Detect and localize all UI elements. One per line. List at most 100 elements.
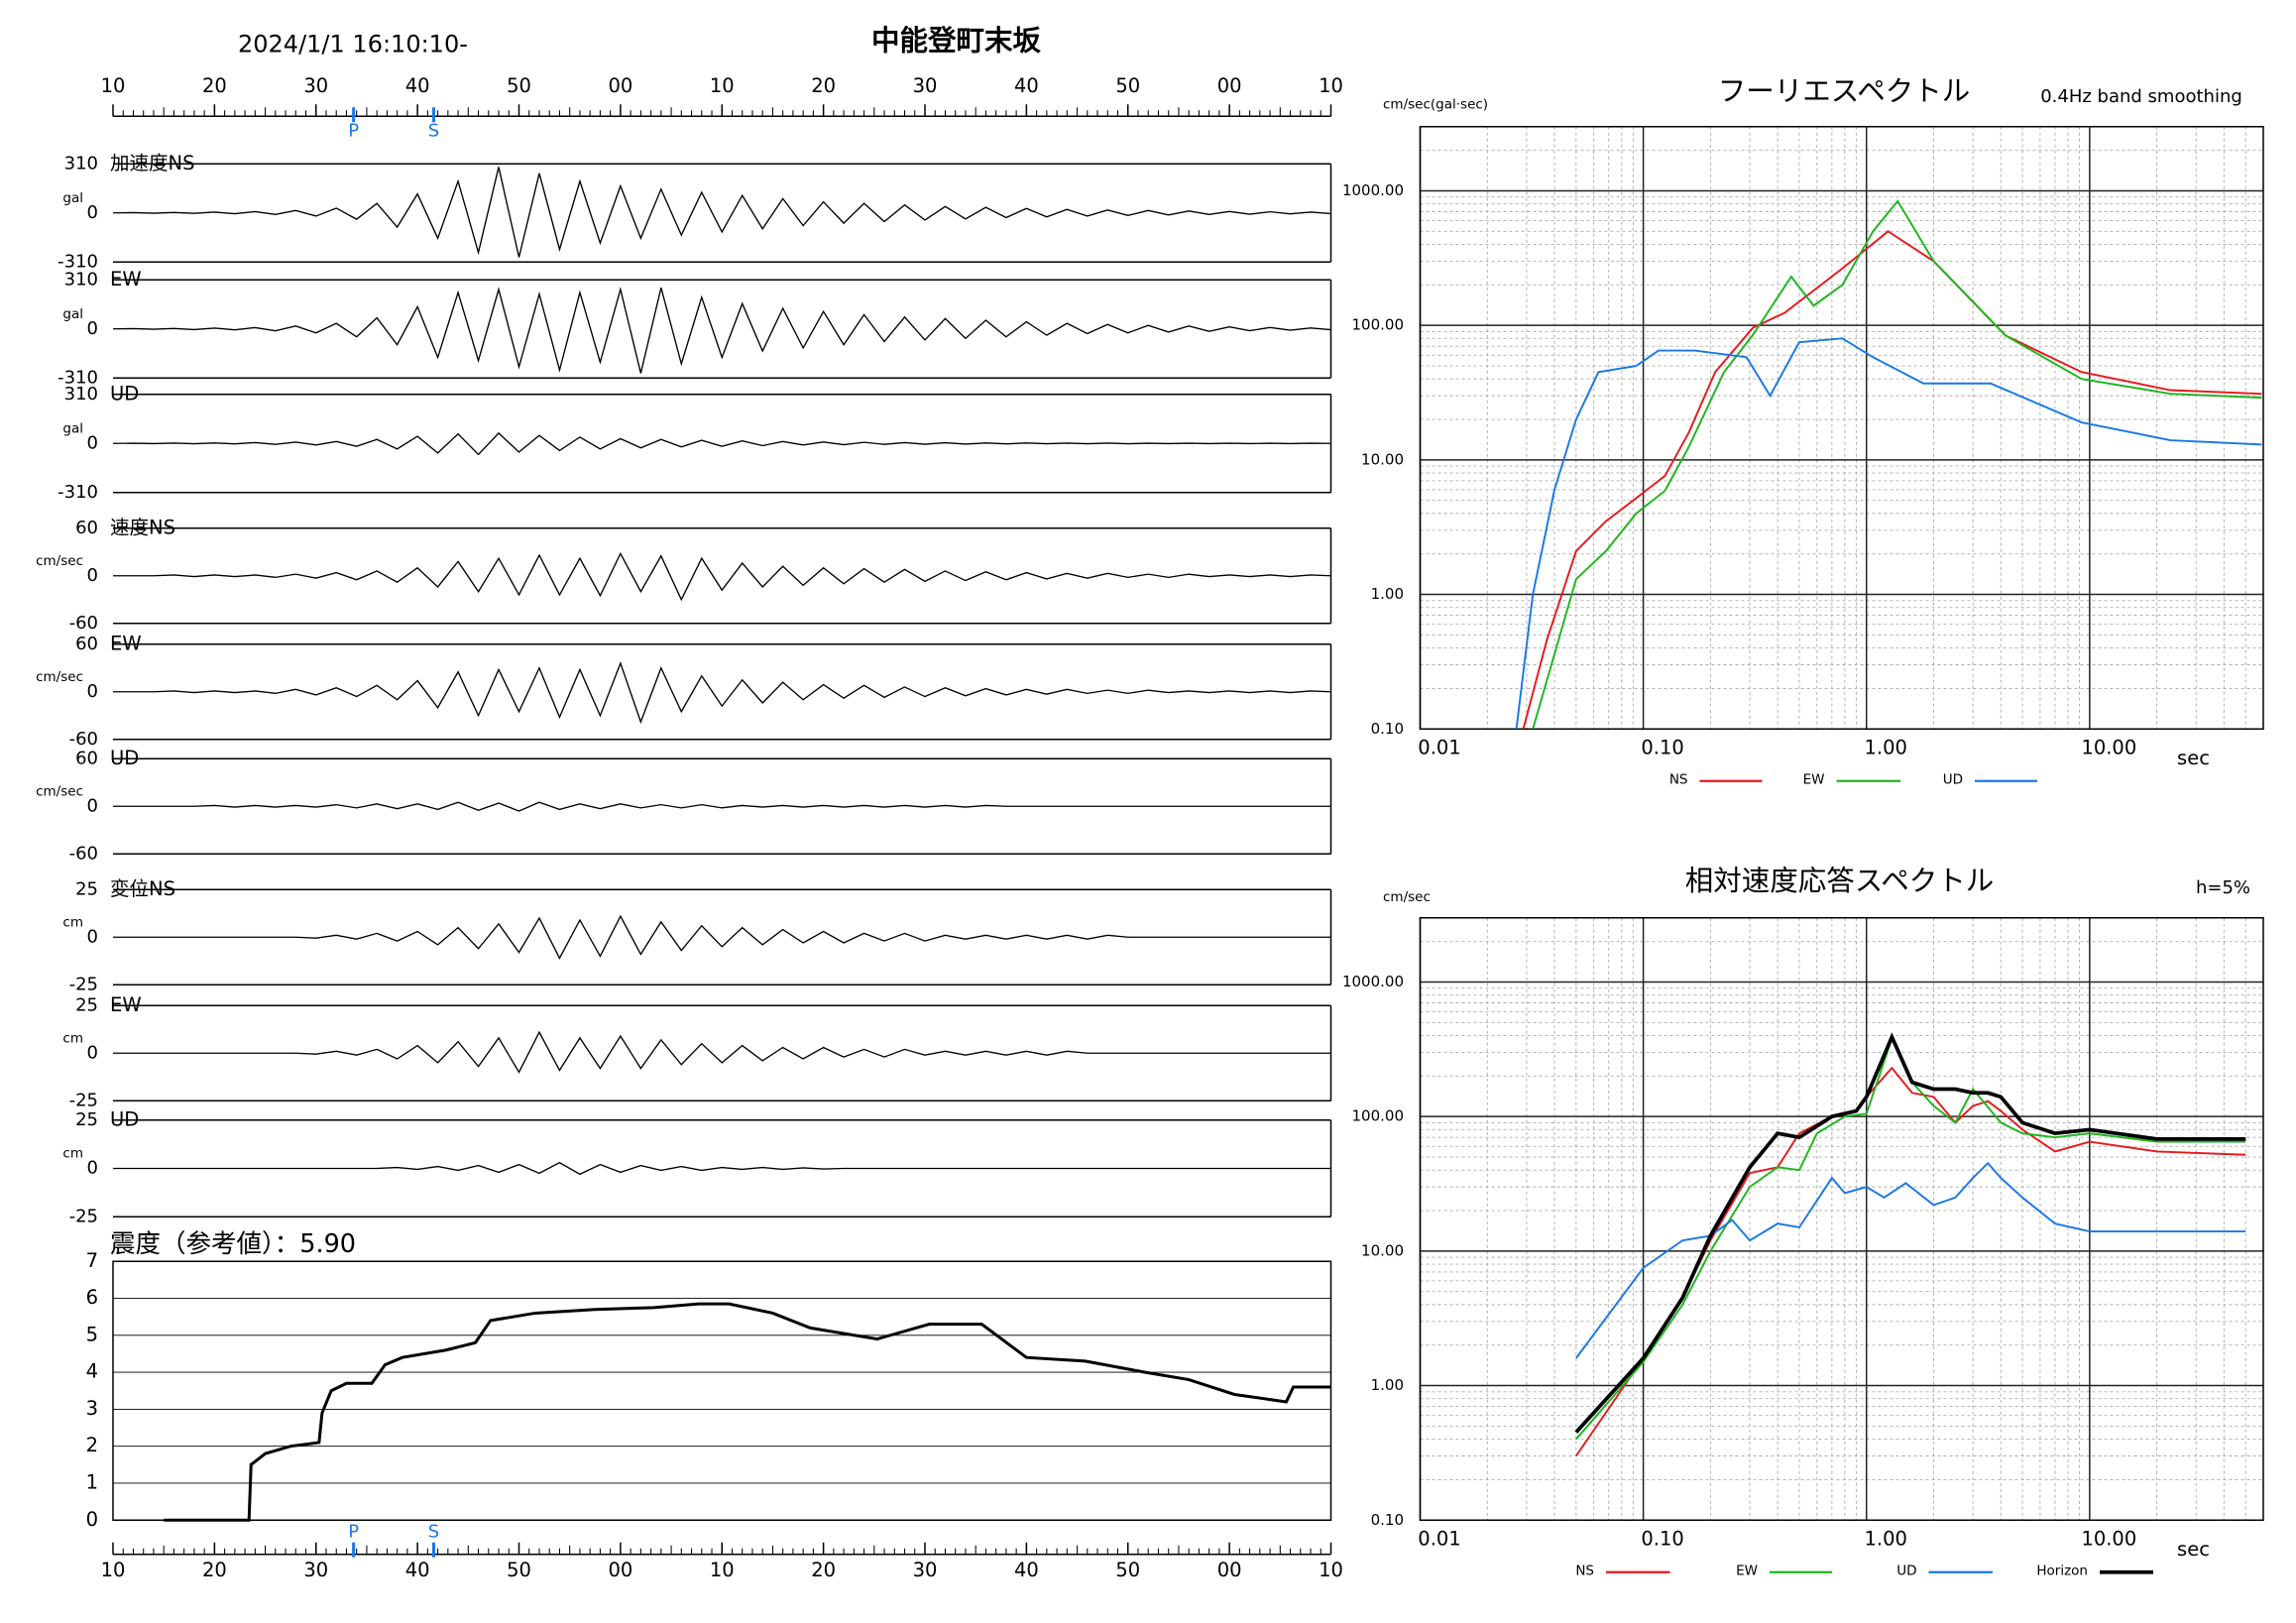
y-tick-label: 0 — [87, 318, 98, 339]
y-tick-label: 0 — [87, 565, 98, 586]
y-tick-label: 4 — [86, 1360, 98, 1383]
legend-label: UD — [1943, 771, 1963, 787]
chart-subtitle: h=5% — [2196, 877, 2250, 898]
x-tick-label: 10 — [710, 1559, 735, 1581]
y-tick-label: -60 — [69, 843, 98, 864]
spectrum-line — [1575, 1161, 2246, 1359]
y-tick-label: 310 — [64, 153, 98, 174]
waveform-trace — [112, 167, 1331, 258]
waveform-trace — [113, 551, 1331, 602]
y-tick-label: 60 — [75, 518, 98, 538]
panel-unit: cm/sec — [36, 669, 83, 685]
y-tick-label: 5 — [86, 1323, 98, 1345]
y-tick-label: 310 — [64, 384, 98, 405]
x-tick-label: 00 — [608, 74, 632, 97]
plot-frame — [1419, 125, 2264, 730]
y-tick-label: 1.00 — [1371, 1376, 1404, 1394]
y-tick-label: 10.00 — [1361, 450, 1404, 468]
intensity-line — [164, 1302, 1331, 1522]
y-tick-label: -310 — [57, 367, 98, 388]
x-tick-label: 0.10 — [1641, 736, 1683, 758]
panel-title: UD — [110, 747, 139, 769]
x-tick-label: 30 — [913, 74, 938, 97]
panel-unit: cm — [62, 1030, 83, 1046]
y-tick-label: 0 — [87, 1042, 98, 1063]
waveform-trace — [112, 431, 1331, 456]
y-tick-label: 25 — [75, 1109, 98, 1130]
x-tick-label: 10.00 — [2081, 736, 2136, 758]
x-tick-label: 10 — [1319, 1559, 1343, 1581]
x-tick-label: 10 — [101, 74, 126, 97]
y-tick-label: 0 — [86, 1508, 98, 1531]
y-tick-label: 25 — [75, 994, 98, 1015]
panel-unit: gal — [62, 420, 83, 436]
y-tick-label: 60 — [75, 748, 98, 768]
x-tick-label: 1.00 — [1865, 1527, 1907, 1550]
spectrum-line — [1574, 1032, 2246, 1434]
phase-label: P — [348, 1521, 359, 1542]
panel-title: UD — [110, 382, 139, 405]
y-tick-label: -310 — [57, 251, 98, 272]
y-tick-label: -60 — [69, 729, 98, 750]
x-tick-label: 0.10 — [1641, 1527, 1683, 1550]
legend-label: Horizon — [2036, 1563, 2088, 1578]
x-tick-label: 40 — [1014, 1559, 1039, 1581]
y-tick-label: 0.10 — [1371, 1511, 1404, 1529]
x-tick-label: 00 — [1217, 1559, 1242, 1581]
y-tick-label: 1000.00 — [1342, 181, 1404, 199]
y-tick-label: 7 — [86, 1249, 98, 1272]
waveform-trace — [113, 914, 1331, 960]
chart-title: 相対速度応答スペクトル — [1685, 865, 1995, 897]
x-axis-unit: sec — [2177, 1538, 2210, 1561]
waveform-trace — [113, 801, 1331, 812]
y-tick-label: -310 — [57, 482, 98, 503]
y-tick-label: 1.00 — [1371, 585, 1404, 603]
y-tick-label: 1 — [86, 1470, 98, 1493]
panel-unit: gal — [62, 190, 83, 206]
y-tick-label: 100.00 — [1352, 316, 1405, 334]
phase-label: S — [428, 1521, 439, 1542]
station-name: 中能登町末坂 — [871, 24, 1042, 57]
y-tick-label: 10.00 — [1361, 1241, 1404, 1259]
panel-unit: cm/sec — [36, 783, 83, 799]
legend-label: UD — [1896, 1563, 1916, 1578]
x-tick-label: 30 — [913, 1559, 938, 1581]
panel-title: 加速度NS — [110, 152, 194, 174]
panel-title: EW — [110, 993, 142, 1016]
x-tick-label: 00 — [608, 1559, 632, 1581]
y-tick-label: 0 — [87, 1158, 98, 1179]
spectrum-line — [1522, 230, 2262, 730]
y-tick-label: -25 — [69, 1090, 98, 1110]
x-tick-label: 30 — [303, 74, 328, 97]
y-tick-label: 3 — [86, 1397, 98, 1420]
x-tick-label: 40 — [405, 74, 430, 97]
x-tick-label: 00 — [1217, 74, 1242, 97]
x-tick-label: 20 — [202, 74, 227, 97]
waveform-trace — [113, 1161, 1331, 1176]
spectrum-line — [1575, 1066, 2246, 1457]
y-tick-label: 0.10 — [1371, 720, 1404, 738]
chart-title: フーリエスペクトル — [1718, 74, 1971, 107]
y-tick-label: 6 — [86, 1286, 98, 1309]
y-tick-label: 310 — [64, 269, 98, 290]
record-date: 2024/1/1 16:10:10- — [238, 30, 468, 58]
waveform-trace — [113, 1030, 1331, 1074]
y-tick-label: -25 — [69, 1206, 98, 1226]
waveform-trace — [112, 287, 1331, 374]
panel-unit: cm — [62, 914, 83, 930]
chart-title: 震度（参考値）：5.90 — [110, 1229, 356, 1259]
y-tick-label: -25 — [69, 974, 98, 994]
legend-label: NS — [1669, 771, 1688, 787]
panel-title: 速度NS — [110, 516, 175, 538]
x-tick-label: 50 — [1115, 74, 1140, 97]
panel-title: EW — [110, 632, 142, 654]
y-tick-label: 2 — [86, 1434, 98, 1456]
panel-unit: gal — [62, 306, 83, 322]
x-tick-label: 20 — [811, 74, 836, 97]
x-tick-label: 40 — [1014, 74, 1039, 97]
plot-frame — [1419, 917, 2264, 1521]
y-axis-unit: cm/sec — [1383, 889, 1431, 905]
x-tick-label: 50 — [1115, 1559, 1140, 1581]
y-tick-label: 0 — [87, 432, 98, 453]
